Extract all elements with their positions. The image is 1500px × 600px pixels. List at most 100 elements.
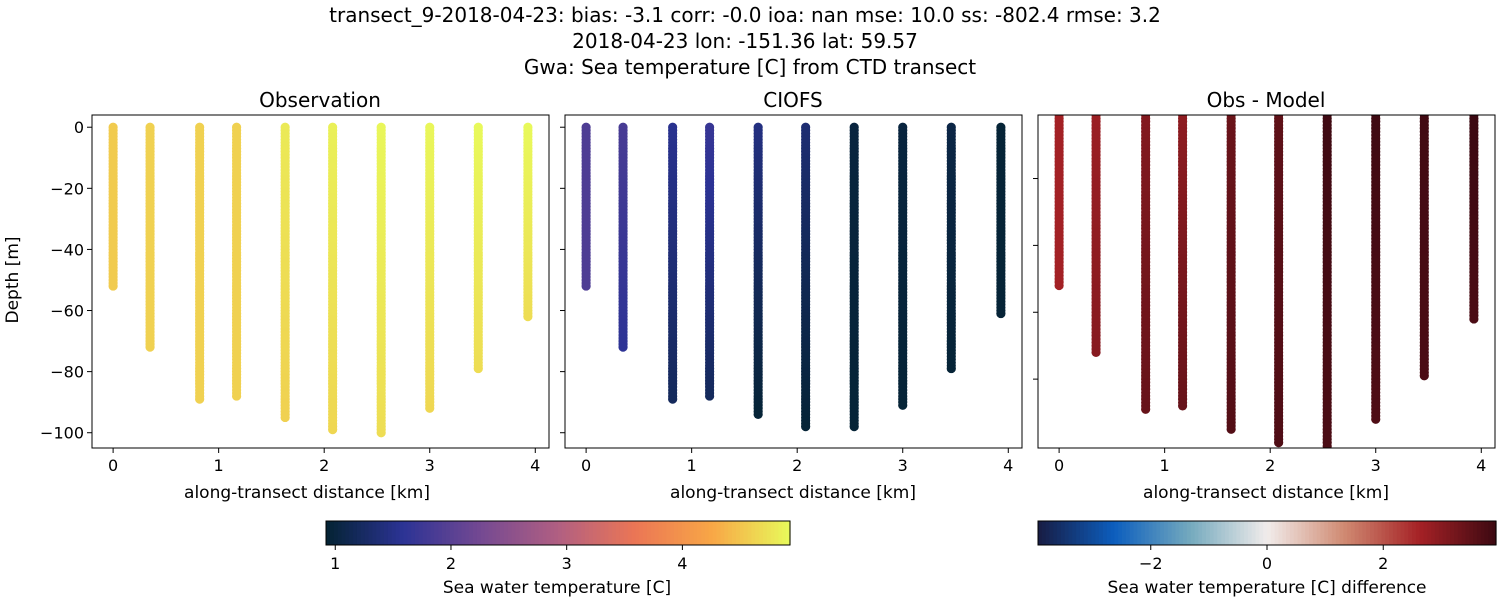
scatter-point (704, 391, 715, 401)
colorbar-segment (1118, 521, 1123, 545)
colorbar-segment (1141, 521, 1146, 545)
colorbar-segment (1392, 521, 1398, 545)
colorbar-segment (616, 521, 621, 545)
colorbar-tick-label: 2 (446, 554, 456, 573)
colorbar-segment (1347, 521, 1352, 545)
colorbar-segment (1129, 521, 1135, 545)
colorbar-segment (704, 521, 710, 545)
colorbar-segment (1213, 521, 1218, 545)
colorbar-segment (735, 521, 741, 545)
colorbar-segment (650, 521, 656, 545)
colorbar-frame-1 (325, 520, 791, 546)
colorbar-segment (542, 521, 547, 545)
colorbar-segment (1121, 521, 1127, 545)
scatter-point (195, 394, 205, 404)
colorbar-segment (1083, 521, 1089, 545)
colorbar-segment (1473, 521, 1478, 545)
colorbar-segment (1114, 521, 1119, 545)
colorbar-segment (635, 521, 640, 545)
colorbar-segment (1293, 521, 1299, 545)
colorbar-tick-label: 3 (562, 554, 572, 573)
panel-title-observation: Observation (259, 88, 381, 112)
colorbar-segment (1053, 521, 1058, 545)
colorbar-segment (1240, 521, 1245, 545)
colorbar-segment (1282, 521, 1287, 545)
colorbar-segment (484, 521, 489, 545)
colorbar-tick-label: 2 (1378, 554, 1388, 573)
colorbar-segment (465, 521, 470, 545)
colorbar-segment (1431, 521, 1436, 545)
colorbar-segment (561, 521, 567, 545)
scatter-point (376, 428, 386, 438)
colorbar-segment (1186, 521, 1192, 545)
scatter-point (801, 422, 811, 432)
colorbar-segment (457, 521, 462, 545)
colorbar-segment (341, 521, 346, 545)
y-tick-label: 0 (74, 118, 84, 137)
colorbar-segment (1350, 521, 1356, 545)
scatter-point (668, 394, 678, 404)
colorbar-tick-label: −2 (1139, 554, 1163, 573)
colorbar-segment (1263, 521, 1268, 545)
colorbar-segment (1446, 521, 1451, 545)
colorbar-segment (480, 521, 486, 545)
colorbar-segment (1221, 521, 1226, 545)
colorbar-segment (1270, 521, 1276, 545)
colorbar-segment (716, 521, 721, 545)
scatter-point (946, 363, 956, 374)
colorbar-segment (558, 521, 563, 545)
colorbar-segment (1228, 521, 1234, 545)
panel-title-obs-model: Obs - Model (1207, 88, 1326, 112)
x-tick-label: 1 (214, 456, 224, 475)
colorbar-segment (519, 521, 524, 545)
colorbar-segment (646, 521, 652, 545)
colorbar-segment (1381, 521, 1386, 545)
colorbar-segment (349, 521, 354, 545)
colorbar-segment (1320, 521, 1325, 545)
colorbar-segment (677, 521, 683, 545)
colorbar-segment (728, 521, 733, 545)
colorbar-segment (380, 521, 385, 545)
scatter-points-panel-1 (108, 122, 533, 438)
colorbar-segment (476, 521, 482, 545)
scatter-point (108, 281, 118, 291)
colorbar-segment (1194, 521, 1199, 545)
colorbar-segment (1454, 521, 1459, 545)
colorbar-segment (1045, 521, 1051, 545)
x-tick-label: 3 (1371, 456, 1381, 475)
colorbar-segment (438, 521, 443, 545)
colorbar-segment (681, 521, 687, 545)
colorbar-segment (658, 521, 663, 545)
colorbar-segment (1110, 521, 1115, 545)
colorbar-segment (1469, 521, 1474, 545)
colorbar-segment (1198, 521, 1203, 545)
colorbar-segment (1152, 521, 1157, 545)
colorbar-segment (708, 521, 714, 545)
colorbar-segment (1328, 521, 1333, 545)
colorbar-segment (712, 521, 718, 545)
colorbar-segment (1163, 521, 1169, 545)
colorbar-segment (1156, 521, 1161, 545)
colorbar-segment (1106, 521, 1112, 545)
colorbar-segment (333, 521, 339, 545)
colorbar-segment (666, 521, 671, 545)
colorbar-segment (619, 521, 625, 545)
colorbar-segment (1297, 521, 1302, 545)
colorbar-segment (1316, 521, 1322, 545)
axes-frame-panel-2 (564, 114, 1023, 449)
colorbar-segment (530, 521, 536, 545)
colorbar-segment (426, 521, 431, 545)
colorbar-segment (1087, 521, 1093, 545)
colorbar-segment (759, 521, 764, 545)
colorbar-segment (755, 521, 760, 545)
colorbar-segment (751, 521, 756, 545)
scatter-point (328, 425, 338, 435)
colorbar-segment (1465, 521, 1470, 545)
colorbar-segment (1236, 521, 1241, 545)
colorbar-segment (689, 521, 694, 545)
colorbar-segment (685, 521, 691, 545)
colorbar-segment (1133, 521, 1138, 545)
colorbar-segment (1057, 521, 1062, 545)
colorbar-segment (1377, 521, 1383, 545)
